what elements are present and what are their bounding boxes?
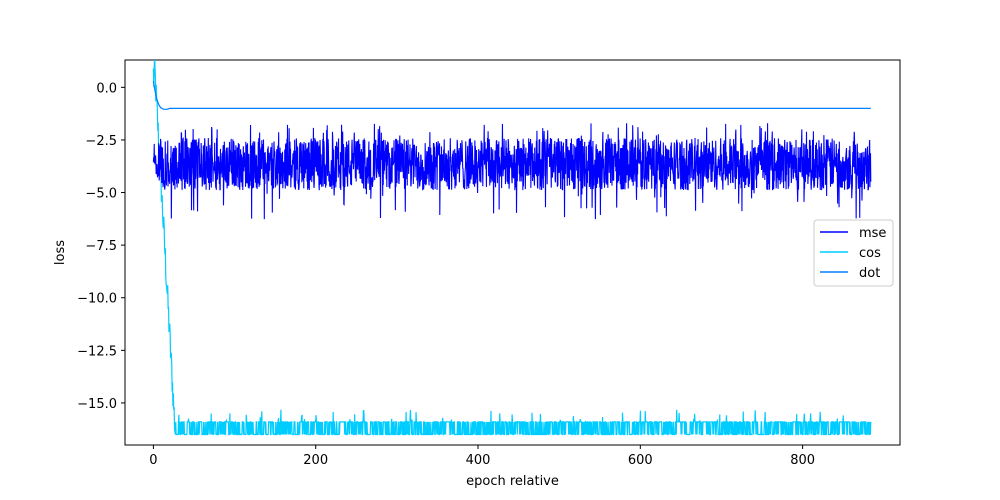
- x-tick-label: 800: [790, 453, 815, 468]
- y-tick-label: −10.0: [77, 292, 117, 307]
- legend-label-cos: cos: [859, 246, 881, 261]
- y-tick-label: −2.5: [85, 134, 117, 149]
- series-line-dot: [152, 80, 871, 110]
- x-tick-label: 600: [628, 453, 653, 468]
- legend-box: [813, 219, 894, 287]
- x-axis-label: epoch relative: [466, 474, 559, 489]
- y-axis-label: loss: [53, 240, 68, 265]
- x-tick-label: 200: [303, 453, 328, 468]
- y-tick-label: −12.5: [77, 344, 117, 359]
- y-tick-label: −15.0: [77, 397, 117, 412]
- y-tick-label: 0.0: [96, 81, 117, 96]
- x-tick-label: 400: [466, 453, 491, 468]
- y-tick-label: −5.0: [85, 187, 117, 202]
- x-tick-label: 0: [149, 453, 157, 468]
- plot-frame: [124, 59, 901, 446]
- plot-area: [152, 60, 872, 436]
- series-line-cos: [152, 60, 872, 436]
- series-line-mse: [152, 123, 872, 220]
- legend-label-dot: dot: [859, 266, 880, 281]
- legend-label-mse: mse: [859, 226, 886, 241]
- y-tick-label: −7.5: [85, 239, 117, 254]
